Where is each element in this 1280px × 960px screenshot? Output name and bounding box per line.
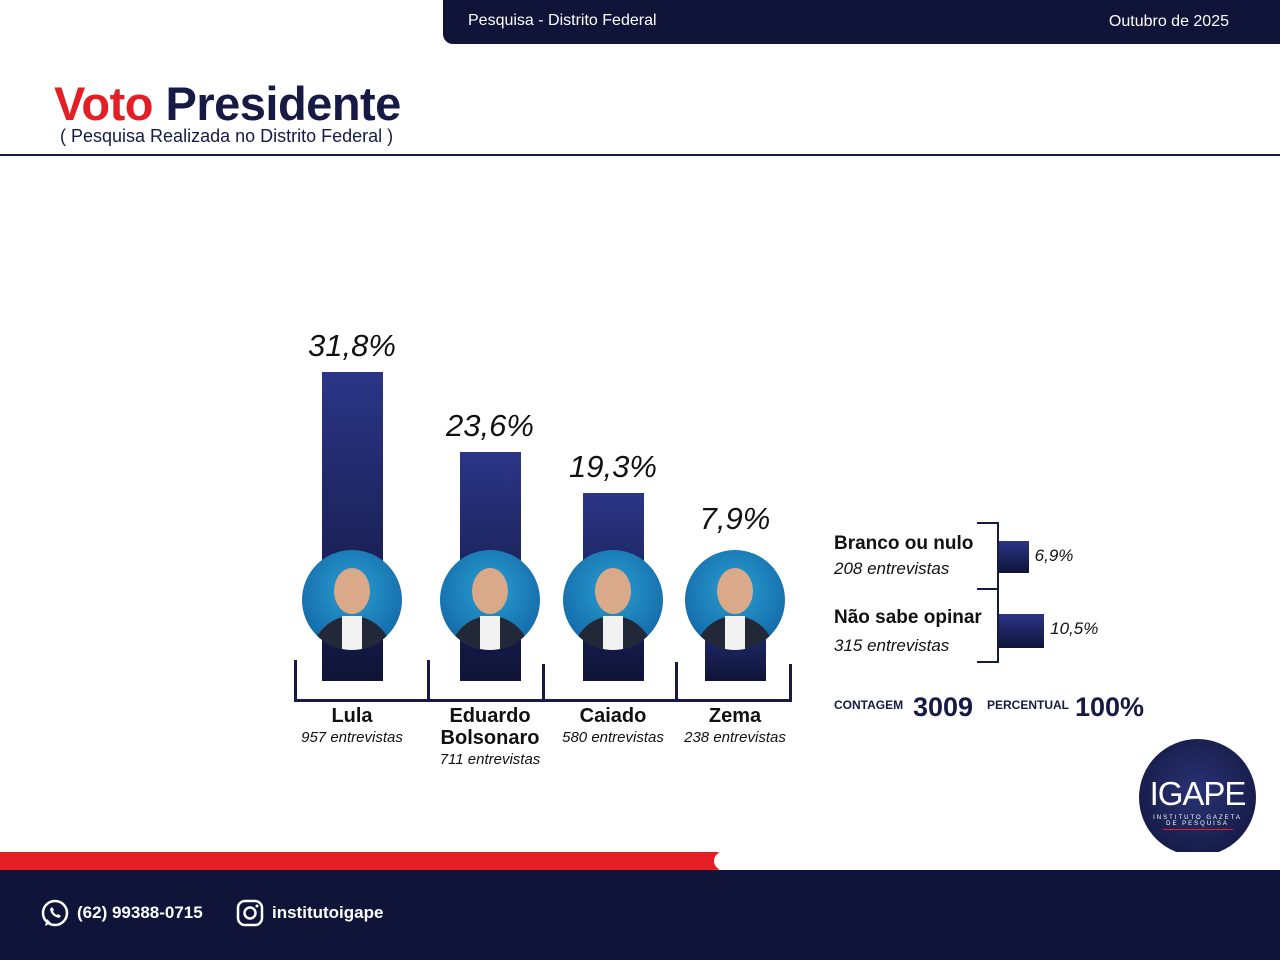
candidate-photo xyxy=(563,550,663,650)
footer: (62) 99388-0715 institutoigape xyxy=(0,870,1280,960)
survey-date: Outubro de 2025 xyxy=(1108,13,1229,30)
candidate-photo xyxy=(685,550,785,650)
name-line: Bolsonaro xyxy=(440,727,540,749)
logo-underline xyxy=(1162,829,1233,830)
candidate-name: Eduardo Bolsonaro xyxy=(420,705,560,749)
value-label: 19,3% xyxy=(569,449,657,485)
instagram-handle[interactable]: institutoigape xyxy=(272,903,384,922)
instagram-icon xyxy=(236,899,264,927)
other-bar-1 xyxy=(999,614,1045,648)
red-stripe xyxy=(0,852,725,870)
value-label: 23,6% xyxy=(446,407,534,443)
divider xyxy=(0,154,1280,156)
other-count: 208 entrevistas xyxy=(834,559,950,578)
bracket-tick xyxy=(675,662,678,702)
candidate-name: Zema xyxy=(665,705,805,727)
igape-logo: IGAPE INSTITUTO GAZETA DE PESQUISA xyxy=(1139,739,1256,856)
phone-number[interactable]: (62) 99388-0715 xyxy=(77,903,203,922)
percent-value: 100% xyxy=(1075,692,1145,722)
whatsapp-icon xyxy=(41,899,69,927)
interview-count: 711 entrevistas xyxy=(439,751,541,768)
candidate-name: Caiado xyxy=(543,705,683,727)
value-label: 31,8% xyxy=(308,327,396,363)
percent-label: PERCENTUAL xyxy=(987,698,1070,712)
bracket-tick xyxy=(294,660,297,702)
other-value-label: 10,5% xyxy=(1050,619,1099,638)
bracket-tick xyxy=(789,664,792,702)
other-bar-0 xyxy=(999,541,1029,573)
count-label: CONTAGEM xyxy=(834,698,904,712)
name-line: Eduardo xyxy=(449,705,531,727)
other-label: Não sabe opinar xyxy=(834,607,982,628)
interview-count: 580 entrevistas xyxy=(562,729,664,746)
logo-text: IGAPE xyxy=(1149,775,1247,812)
bracket-tick xyxy=(977,588,999,590)
title-presidente: Presidente xyxy=(165,77,402,130)
other-label: Branco ou nulo xyxy=(834,533,974,554)
count-value: 3009 xyxy=(913,692,974,722)
candidate-photo xyxy=(302,550,402,650)
logo-tagline: DE PESQUISA xyxy=(1166,821,1229,827)
interview-count: 957 entrevistas xyxy=(301,729,403,746)
other-value-label: 6,9% xyxy=(1034,546,1074,565)
name-line: Lula xyxy=(331,705,373,727)
bracket-tick xyxy=(542,664,545,702)
side-bracket xyxy=(997,522,999,663)
interview-count: 238 entrevistas xyxy=(684,729,786,746)
title-voto: Voto xyxy=(54,77,153,130)
other-count: 315 entrevistas xyxy=(834,636,950,655)
bracket-tick xyxy=(977,522,999,524)
name-line: Zema xyxy=(708,705,762,727)
bracket-tick xyxy=(977,661,999,663)
candidate-name: Lula xyxy=(282,705,422,727)
survey-location: Pesquisa - Distrito Federal xyxy=(468,12,657,29)
white-stripe xyxy=(714,852,1280,870)
logo-tagline: INSTITUTO GAZETA xyxy=(1153,815,1242,821)
name-line: Caiado xyxy=(579,705,647,727)
top-banner: Pesquisa - Distrito Federal Outubro de 2… xyxy=(443,0,1280,44)
candidate-photo xyxy=(440,550,540,650)
page-subtitle: ( Pesquisa Realizada no Distrito Federal… xyxy=(60,126,394,146)
value-label: 7,9% xyxy=(699,501,771,536)
page-title: Voto Presidente xyxy=(54,76,401,131)
bracket-tick xyxy=(427,660,430,702)
